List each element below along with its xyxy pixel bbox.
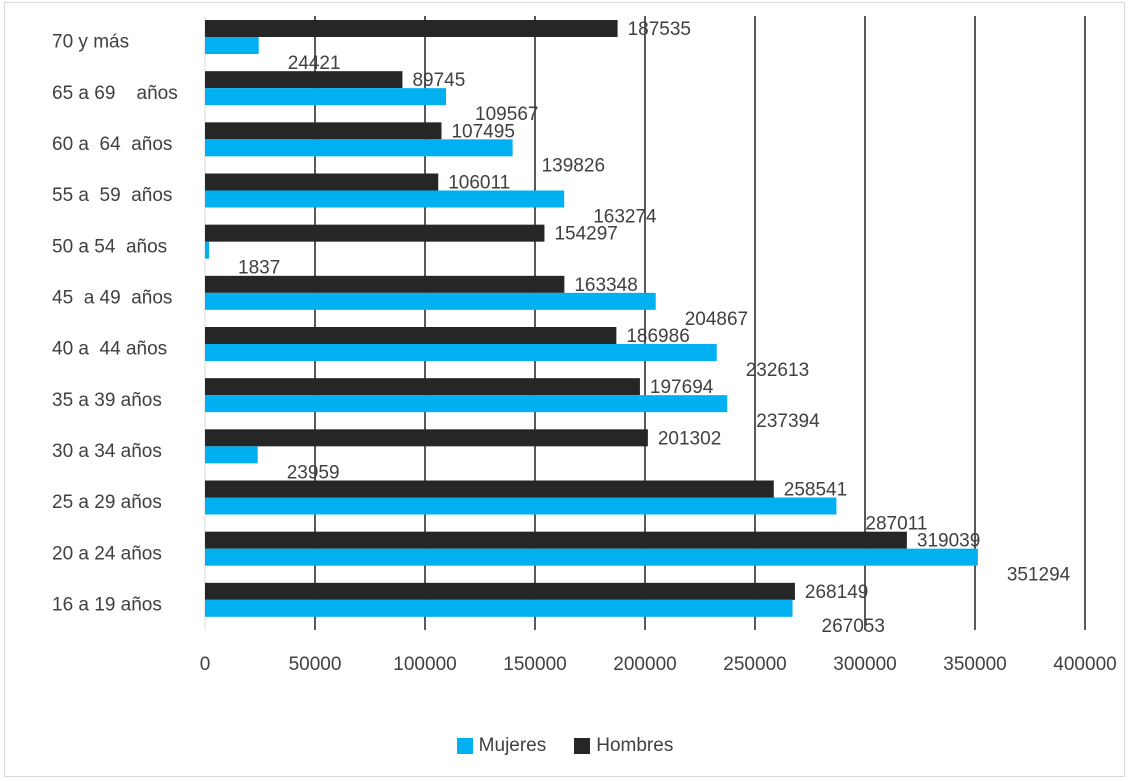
- bar-mujeres: [205, 548, 978, 566]
- legend-swatch-hombres: [574, 738, 591, 754]
- x-tick-label: 350000: [943, 654, 1006, 675]
- bar-hombres: [205, 275, 565, 293]
- data-label-hombres: 89745: [412, 70, 465, 91]
- data-label-hombres: 154297: [554, 224, 617, 245]
- bar-mujeres: [205, 292, 656, 310]
- data-label-hombres: 197694: [650, 377, 714, 398]
- category-label: 30 a 34 años: [52, 441, 162, 462]
- data-label-mujeres: 139826: [542, 155, 605, 176]
- data-label-mujeres: 163274: [593, 207, 657, 228]
- data-label-hombres: 187535: [628, 19, 691, 40]
- legend-swatch-mujeres: [456, 738, 473, 754]
- bar-mujeres: [205, 395, 728, 413]
- data-label-mujeres: 204867: [685, 309, 748, 330]
- bar-mujeres: [205, 37, 259, 54]
- category-label: 20 a 24 años: [52, 543, 162, 564]
- category-label: 25 a 29 años: [52, 492, 162, 513]
- bar-mujeres: [205, 241, 210, 259]
- bar-hombres: [205, 327, 617, 344]
- bar-mujeres: [205, 599, 793, 617]
- bar-mujeres: [205, 88, 447, 106]
- data-label-mujeres: 232613: [746, 360, 809, 381]
- data-label-hombres: 258541: [784, 480, 847, 501]
- x-tick-label: 100000: [393, 654, 456, 675]
- data-label-hombres: 268149: [805, 582, 868, 603]
- category-label: 55 a 59 años: [52, 185, 172, 206]
- x-tick-label: 250000: [723, 654, 786, 675]
- bar-hombres: [205, 20, 618, 37]
- category-label: 70 y más: [52, 32, 129, 53]
- bar-hombres: [205, 173, 439, 191]
- data-label-mujeres: 237394: [756, 411, 820, 432]
- bar-hombres: [205, 582, 795, 600]
- category-label: 40 a 44 años: [52, 339, 167, 360]
- bar-mujeres: [205, 497, 837, 515]
- x-tick-label: 300000: [833, 654, 896, 675]
- bar-hombres: [205, 122, 442, 140]
- data-label-mujeres: 109567: [475, 104, 538, 125]
- data-label-hombres: 319039: [917, 531, 980, 552]
- category-label: 35 a 39 años: [52, 390, 162, 411]
- legend-label-hombres: Hombres: [596, 735, 674, 756]
- category-label: 60 a 64 años: [52, 134, 172, 155]
- data-label-hombres: 163348: [574, 275, 637, 296]
- data-label-mujeres: 351294: [1007, 565, 1071, 586]
- category-label: 50 a 54 años: [52, 236, 167, 257]
- bar-mujeres: [205, 446, 258, 464]
- bar-mujeres: [205, 139, 513, 157]
- x-tick-label: 200000: [613, 654, 676, 675]
- x-tick-label: 150000: [503, 654, 566, 675]
- data-label-mujeres: 24421: [288, 53, 341, 74]
- bar-hombres: [205, 224, 545, 242]
- legend-item-mujeres[interactable]: Mujeres: [456, 735, 547, 757]
- bar-hombres: [205, 378, 640, 396]
- bar-hombres: [205, 71, 403, 89]
- data-label-hombres: 106011: [448, 173, 510, 194]
- x-tick-label: 400000: [1053, 654, 1116, 675]
- data-label-hombres: 201302: [658, 428, 721, 449]
- category-label: 16 a 19 años: [52, 594, 162, 615]
- bar-hombres: [205, 480, 774, 498]
- category-label: 45 a 49 años: [52, 287, 172, 308]
- data-label-hombres: 107495: [451, 121, 514, 142]
- legend: Mujeres Hombres: [0, 735, 1130, 757]
- data-label-hombres: 186986: [626, 326, 689, 347]
- legend-label-mujeres: Mujeres: [478, 735, 547, 756]
- data-label-mujeres: 1837: [238, 258, 280, 279]
- x-tick-label: 50000: [289, 654, 342, 675]
- data-label-mujeres: 287011: [865, 514, 927, 535]
- legend-item-hombres[interactable]: Hombres: [574, 735, 673, 757]
- category-label: 65 a 69 años: [52, 83, 178, 104]
- data-label-mujeres: 23959: [287, 462, 340, 483]
- bar-mujeres: [205, 344, 717, 361]
- data-label-mujeres: 267053: [822, 616, 885, 637]
- x-tick-label: 0: [200, 654, 211, 675]
- bar-hombres: [205, 429, 648, 447]
- bar-mujeres: [205, 190, 565, 208]
- bar-hombres: [205, 531, 907, 549]
